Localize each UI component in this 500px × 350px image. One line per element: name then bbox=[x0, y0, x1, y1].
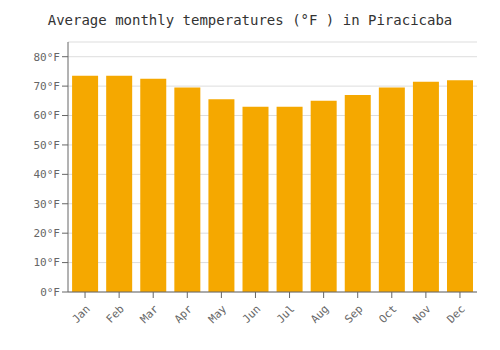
svg-text:30°F: 30°F bbox=[34, 198, 61, 211]
svg-text:Nov: Nov bbox=[410, 302, 434, 326]
svg-text:Oct: Oct bbox=[376, 303, 399, 326]
svg-text:Feb: Feb bbox=[104, 303, 127, 326]
svg-text:20°F: 20°F bbox=[34, 227, 61, 240]
svg-text:60°F: 60°F bbox=[34, 109, 61, 122]
svg-text:0°F: 0°F bbox=[40, 286, 60, 299]
svg-text:Sep: Sep bbox=[342, 303, 365, 326]
svg-text:Jun: Jun bbox=[240, 303, 263, 326]
svg-text:Jul: Jul bbox=[274, 303, 297, 326]
svg-text:Dec: Dec bbox=[444, 303, 467, 326]
svg-text:Aug: Aug bbox=[308, 303, 331, 326]
svg-text:40°F: 40°F bbox=[34, 168, 61, 181]
html-text:Average monthly temperatures (: Average monthly temperatures (°F ) in Pi… bbox=[47, 12, 453, 28]
svg-text:Apr: Apr bbox=[172, 302, 196, 326]
svg-text:Jan: Jan bbox=[70, 303, 93, 326]
svg-text:10°F: 10°F bbox=[34, 256, 61, 269]
svg-text:80°F: 80°F bbox=[34, 51, 61, 64]
svg-text:May: May bbox=[206, 302, 230, 326]
svg-text:70°F: 70°F bbox=[34, 80, 61, 93]
svg-text:50°F: 50°F bbox=[34, 139, 61, 152]
svg-text:Mar: Mar bbox=[138, 302, 162, 326]
